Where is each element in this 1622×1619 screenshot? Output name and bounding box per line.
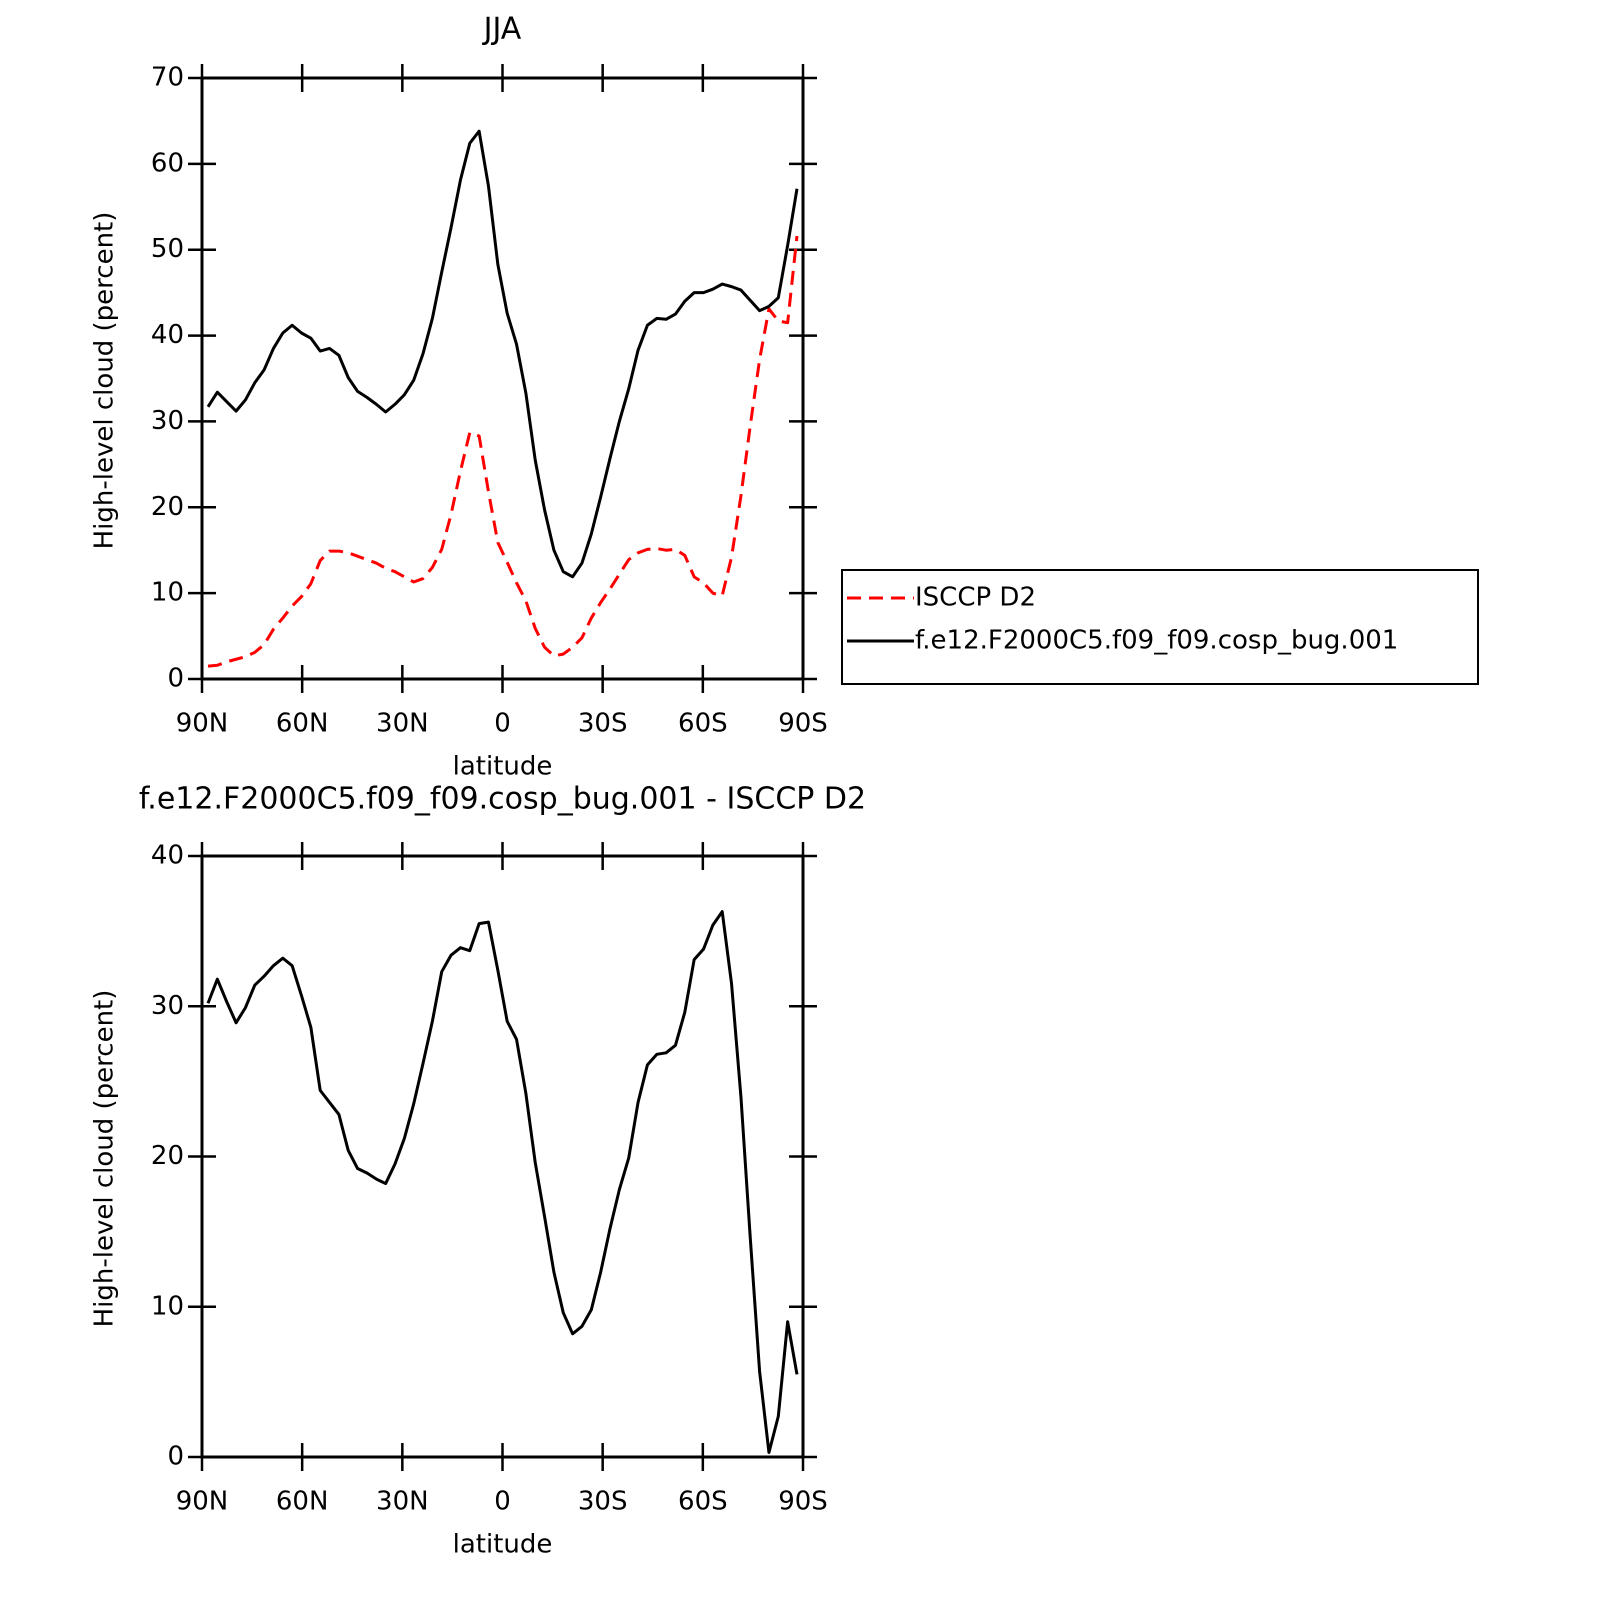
y-tick-label: 10 bbox=[151, 578, 184, 608]
x-tick-label: 30N bbox=[376, 709, 429, 739]
y-tick-label: 50 bbox=[151, 234, 184, 264]
y-tick-label: 40 bbox=[151, 841, 184, 871]
x-tick-label: 0 bbox=[494, 1487, 511, 1517]
y-tick-label: 30 bbox=[151, 991, 184, 1021]
y-tick-label: 20 bbox=[151, 492, 184, 522]
x-tick-label: 90N bbox=[176, 1487, 229, 1517]
x-tick-label: 60S bbox=[678, 709, 728, 739]
x-tick-label: 30S bbox=[578, 1487, 628, 1517]
y-tick-label: 60 bbox=[151, 148, 184, 178]
x-tick-label: 60S bbox=[678, 1487, 728, 1517]
x-tick-label: 90N bbox=[176, 709, 229, 739]
y-axis-label: High-level cloud (percent) bbox=[90, 990, 120, 1328]
x-tick-label: 90S bbox=[778, 709, 828, 739]
y-tick-label: 40 bbox=[151, 320, 184, 350]
y-tick-label: 0 bbox=[167, 1442, 184, 1472]
legend-label: f.e12.F2000C5.f09_f09.cosp_bug.001 bbox=[915, 626, 1398, 656]
x-tick-label: 30S bbox=[578, 709, 628, 739]
x-tick-label: 0 bbox=[494, 709, 511, 739]
y-axis-label: High-level cloud (percent) bbox=[90, 212, 120, 550]
y-tick-label: 20 bbox=[151, 1141, 184, 1171]
data-line bbox=[206, 910, 799, 1454]
chart-title: JJA bbox=[482, 12, 522, 47]
plot-frame bbox=[200, 854, 805, 1459]
y-tick-label: 30 bbox=[151, 406, 184, 436]
data-line bbox=[206, 129, 799, 579]
x-axis-label: latitude bbox=[453, 1530, 553, 1560]
y-tick-label: 0 bbox=[167, 664, 184, 694]
x-tick-label: 30N bbox=[376, 1487, 429, 1517]
x-axis-label: latitude bbox=[453, 752, 553, 782]
plot-frame bbox=[200, 76, 805, 681]
chart-title: f.e12.F2000C5.f09_f09.cosp_bug.001 - ISC… bbox=[139, 782, 866, 817]
x-tick-label: 60N bbox=[276, 709, 329, 739]
x-tick-label: 90S bbox=[778, 1487, 828, 1517]
legend-label: ISCCP D2 bbox=[915, 583, 1036, 613]
x-tick-label: 60N bbox=[276, 1487, 329, 1517]
y-tick-label: 10 bbox=[151, 1291, 184, 1321]
legend-box bbox=[841, 569, 1479, 685]
y-tick-label: 70 bbox=[151, 63, 184, 93]
data-line bbox=[207, 235, 799, 668]
